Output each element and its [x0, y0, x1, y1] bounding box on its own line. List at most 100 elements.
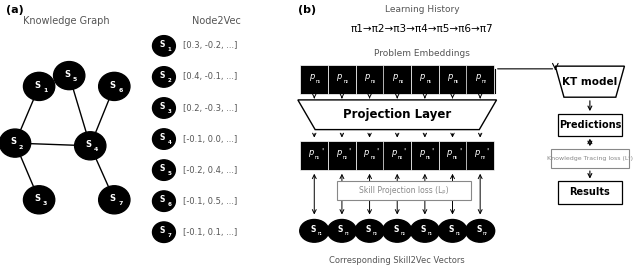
- Text: Learning History: Learning History: [385, 5, 460, 14]
- Text: S: S: [160, 133, 165, 142]
- Text: 5: 5: [73, 77, 77, 82]
- Text: π₅: π₅: [426, 156, 431, 160]
- Text: S: S: [365, 225, 371, 234]
- Text: p: p: [474, 147, 479, 157]
- Text: p: p: [337, 72, 342, 81]
- Text: π₄: π₄: [398, 156, 403, 160]
- Text: Predictions: Predictions: [559, 120, 621, 130]
- FancyBboxPatch shape: [356, 141, 383, 170]
- Text: π₇: π₇: [482, 79, 487, 84]
- Text: Corresponding Skill2Vec Vectors: Corresponding Skill2Vec Vectors: [330, 256, 465, 265]
- Text: 5: 5: [168, 171, 172, 176]
- Text: S: S: [10, 137, 17, 146]
- Text: 6: 6: [118, 88, 122, 93]
- Text: p: p: [364, 72, 369, 81]
- Text: π₂: π₂: [345, 231, 350, 236]
- Text: [-0.2, 0.4, ...]: [-0.2, 0.4, ...]: [184, 166, 237, 175]
- Text: π₃: π₃: [372, 231, 378, 236]
- Text: 6: 6: [168, 202, 172, 207]
- Circle shape: [466, 220, 495, 242]
- Circle shape: [152, 222, 175, 242]
- Polygon shape: [298, 100, 497, 130]
- Text: p: p: [308, 147, 314, 157]
- Text: π₆: π₆: [456, 231, 460, 236]
- Text: S: S: [65, 70, 70, 79]
- Circle shape: [75, 132, 106, 160]
- Text: 7: 7: [118, 201, 122, 206]
- Text: ': ': [459, 147, 461, 157]
- Circle shape: [152, 191, 175, 211]
- Text: π₆: π₆: [454, 79, 460, 84]
- Text: S: S: [420, 225, 426, 234]
- Text: π₃: π₃: [371, 79, 376, 84]
- Text: 2: 2: [168, 78, 172, 83]
- Text: 3: 3: [168, 109, 172, 114]
- Text: KT model: KT model: [563, 77, 618, 87]
- Text: S: S: [393, 225, 399, 234]
- FancyBboxPatch shape: [383, 141, 412, 170]
- Text: π₆: π₆: [453, 156, 459, 160]
- FancyBboxPatch shape: [466, 65, 494, 94]
- Circle shape: [99, 186, 130, 214]
- Text: Projection Layer: Projection Layer: [343, 108, 451, 121]
- Text: S: S: [35, 194, 40, 203]
- Text: S: S: [35, 80, 40, 90]
- Text: 1: 1: [43, 88, 47, 93]
- FancyBboxPatch shape: [300, 65, 328, 94]
- Text: S: S: [476, 225, 481, 234]
- Circle shape: [54, 62, 85, 90]
- FancyBboxPatch shape: [411, 141, 439, 170]
- Text: p: p: [391, 147, 396, 157]
- Text: p: p: [336, 147, 341, 157]
- FancyBboxPatch shape: [558, 114, 621, 136]
- Circle shape: [438, 220, 467, 242]
- Text: S: S: [160, 71, 165, 80]
- Text: π1→π2→π3→π4→π5→π6→π7: π1→π2→π3→π4→π5→π6→π7: [351, 24, 493, 34]
- Text: 2: 2: [19, 145, 23, 150]
- Circle shape: [355, 220, 384, 242]
- Text: π₁: π₁: [317, 231, 322, 236]
- Text: π₂: π₂: [343, 156, 348, 160]
- Circle shape: [152, 160, 175, 180]
- Text: Problem Embeddings: Problem Embeddings: [374, 49, 470, 58]
- FancyBboxPatch shape: [438, 65, 467, 94]
- Circle shape: [24, 186, 55, 214]
- Text: [-0.1, 0.1, ...]: [-0.1, 0.1, ...]: [184, 228, 237, 237]
- Text: Knowledge Graph: Knowledge Graph: [23, 16, 109, 26]
- Text: S: S: [160, 226, 165, 235]
- Text: π₇: π₇: [481, 156, 486, 160]
- Text: ': ': [486, 147, 489, 157]
- Text: [0.4, -0.1, ...]: [0.4, -0.1, ...]: [184, 72, 237, 82]
- FancyBboxPatch shape: [551, 149, 629, 168]
- FancyBboxPatch shape: [438, 141, 467, 170]
- FancyBboxPatch shape: [328, 65, 356, 94]
- Text: Knowledge Tracing loss (Lᵋ): Knowledge Tracing loss (Lᵋ): [547, 156, 633, 161]
- Text: Node2Vec: Node2Vec: [192, 16, 241, 26]
- Text: S: S: [86, 140, 92, 149]
- Text: (a): (a): [6, 5, 24, 15]
- Text: p: p: [475, 72, 480, 81]
- Circle shape: [152, 36, 175, 56]
- Text: 1: 1: [168, 47, 172, 52]
- Text: ': ': [321, 147, 323, 157]
- Text: π₅: π₅: [426, 79, 431, 84]
- Text: S: S: [110, 194, 116, 203]
- Text: 3: 3: [43, 201, 47, 206]
- Text: S: S: [160, 40, 165, 49]
- Circle shape: [152, 98, 175, 118]
- Text: ': ': [404, 147, 406, 157]
- FancyBboxPatch shape: [383, 65, 412, 94]
- Text: S: S: [110, 80, 116, 90]
- Text: Skill Projection loss (Lₚ): Skill Projection loss (Lₚ): [359, 186, 449, 195]
- FancyBboxPatch shape: [558, 181, 621, 204]
- Text: [0.2, -0.3, ...]: [0.2, -0.3, ...]: [184, 103, 238, 113]
- Text: π₅: π₅: [428, 231, 433, 236]
- Text: Results: Results: [570, 187, 611, 197]
- FancyBboxPatch shape: [466, 141, 494, 170]
- Text: [0.3, -0.2, ...]: [0.3, -0.2, ...]: [184, 41, 238, 50]
- Text: S: S: [310, 225, 316, 234]
- Text: 4: 4: [168, 140, 172, 145]
- Text: S: S: [449, 225, 454, 234]
- Text: p: p: [364, 147, 369, 157]
- FancyBboxPatch shape: [411, 65, 439, 94]
